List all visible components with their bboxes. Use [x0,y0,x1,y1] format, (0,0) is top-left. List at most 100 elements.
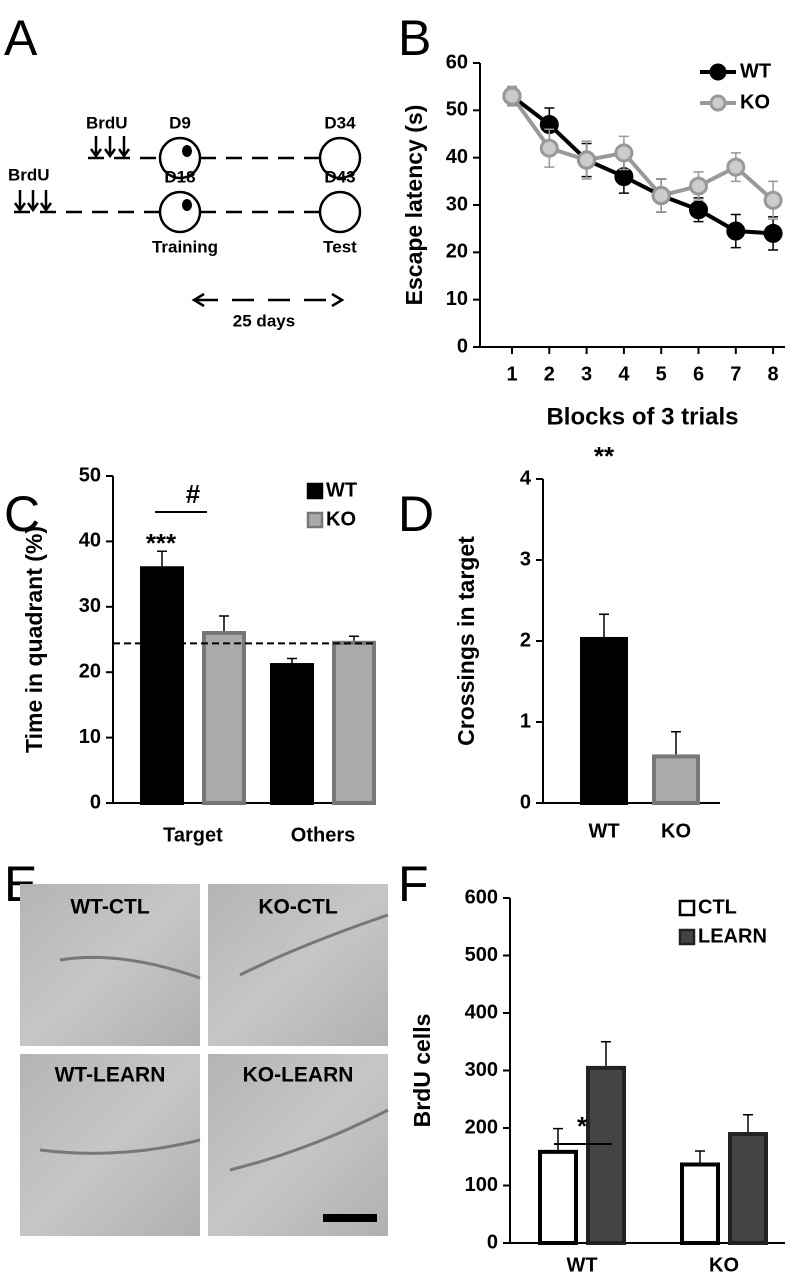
x-tick-label: 7 [730,363,741,385]
panel-label: F [398,856,429,912]
panel-label: A [4,10,38,66]
marker [689,200,708,220]
bar [140,566,184,806]
legend-label: WT [326,479,357,501]
y-tick-label: 0 [457,335,468,357]
legend-marker [709,94,727,112]
y-axis-title: Time in quadrant (%) [21,526,47,753]
bar [538,1149,578,1245]
bar [580,636,628,806]
x-tick-label: KO [661,820,691,842]
legend-swatch [306,511,324,529]
protocol-diagram: BrdU D9 D34 BrdU D18 D43 Training Test 2… [8,113,362,330]
y-tick-label: 3 [520,548,531,570]
x-tick-label: Target [163,824,223,846]
y-axis-title: Crossings in target [453,536,479,746]
y-tick-label: 300 [465,1059,498,1081]
y-axis-title: BrdU cells [409,1014,435,1128]
error-bar [287,657,297,664]
image [208,884,388,1046]
day-label: D18 [164,167,195,186]
error-bar [671,730,681,755]
marker [726,221,746,241]
scale-bar [323,1214,377,1222]
bar [680,1162,720,1245]
annotation: ** [594,441,615,471]
x-tick-label: 8 [768,363,779,385]
y-tick-label: 0 [90,791,101,813]
panel-label: C [4,486,40,542]
error-bar [695,1150,705,1163]
legend-label: KO [740,91,770,113]
y-tick-label: 10 [446,288,468,310]
y-tick-label: 60 [446,51,468,73]
x-tick-label: KO [709,1254,739,1276]
marker [502,86,522,106]
y-tick-label: 30 [79,595,101,617]
x-tick-label: 6 [693,363,704,385]
drug-label: BrdU [86,113,128,132]
legend-label: KO [326,508,356,530]
y-tick-label: 20 [79,660,101,682]
error-bar [601,1041,611,1066]
y-tick-label: 0 [487,1231,498,1253]
image [208,1054,388,1236]
y-tick-label: 10 [79,726,101,748]
bar [332,640,376,805]
bar [202,630,246,805]
annotation: * [577,1111,588,1141]
legend-label: WT [740,60,771,82]
image-label: KO-CTL [258,896,337,919]
error-bar [743,1114,753,1133]
maze [318,190,362,234]
injection-arrows [13,190,53,213]
histology-images: WT-CTL KO-CTL WT-LEARN KO-LEARN [20,884,389,1236]
annotation: # [186,479,201,509]
image-label: KO-LEARN [243,1064,354,1087]
injection-arrows [89,136,131,159]
panel-label: B [398,10,431,66]
marker [763,223,783,243]
y-tick-label: 50 [79,464,101,486]
y-tick-label: 20 [446,241,468,263]
error-bar [553,1127,563,1150]
maze [158,190,202,234]
day-label: D34 [324,113,356,132]
marker [763,190,783,210]
y-axis-title: Escape latency (s) [401,105,427,306]
legend-swatch [678,899,696,917]
panel-label: D [398,486,434,542]
drug-label: BrdU [8,165,50,184]
x-tick-label: 4 [618,363,630,385]
x-axis-title: Blocks of 3 trials [546,403,738,430]
bar [728,1132,768,1246]
marker [614,143,634,163]
image-label: WT-LEARN [55,1064,166,1087]
marker [689,176,708,196]
maze [318,136,362,180]
x-tick-label: Others [291,824,355,846]
error-bar [157,550,167,567]
y-tick-label: 40 [79,530,101,552]
bar [270,663,314,805]
image-label: WT-CTL [70,896,149,919]
legend-label: LEARN [698,925,767,947]
x-tick-label: WT [588,820,619,842]
y-tick-label: 2 [520,629,531,651]
legend-swatch [306,482,324,500]
image [20,884,200,1046]
y-tick-label: 0 [520,791,531,813]
legend-swatch [678,928,696,946]
error-bar [219,615,229,631]
x-tick-label: 5 [656,363,667,385]
x-tick-label: 3 [581,363,592,385]
platform [182,145,192,157]
y-tick-label: 4 [520,467,532,489]
legend-marker [709,63,727,81]
x-tick-label: 1 [506,363,517,385]
y-tick-label: 200 [465,1116,498,1138]
marker [539,138,559,158]
granule-layer [39,913,389,1172]
y-tick-label: 1 [520,710,531,732]
